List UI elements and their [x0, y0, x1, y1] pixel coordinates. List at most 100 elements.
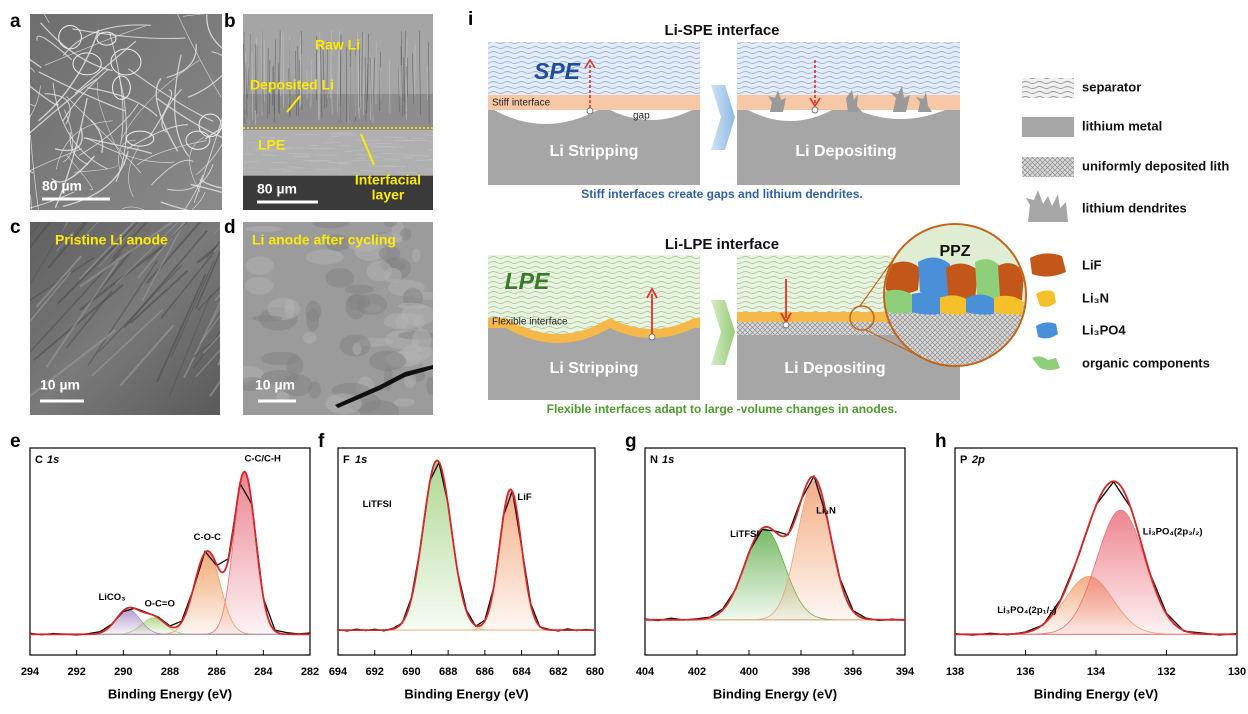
legend-label: lithium dendrites — [1082, 200, 1187, 215]
li3po4-grain — [912, 293, 942, 315]
grain — [325, 268, 354, 288]
panel-letter: c — [10, 217, 21, 238]
x-tick-label: 130 — [1228, 666, 1246, 678]
grain — [395, 314, 408, 328]
scale-bar-label: 10 µm — [255, 377, 295, 393]
x-tick-label: 396 — [844, 666, 862, 678]
x-tick-label: 404 — [636, 666, 655, 678]
grain — [252, 315, 283, 321]
separator — [737, 42, 960, 96]
li-ion — [587, 108, 593, 114]
scale-bar-label: 80 µm — [42, 178, 82, 194]
orbital-label: 2p — [971, 454, 985, 466]
fit-peak — [338, 461, 595, 631]
legend-label: LiF — [1082, 257, 1102, 272]
figure: a b c d 80 µm Raw Li Deposited Li LPE In… — [0, 0, 1248, 714]
sem-label: Deposited Li — [250, 77, 334, 93]
gap-label: gap — [633, 111, 650, 122]
grain — [246, 256, 274, 275]
panel-letter: b — [224, 11, 236, 32]
fiber — [0, 59, 35, 72]
grain — [303, 332, 317, 344]
grain — [245, 277, 274, 295]
x-tick-label: 292 — [67, 666, 85, 678]
organic-grain — [975, 259, 1002, 300]
legend-swatch — [1022, 157, 1074, 177]
legend-swatch — [1022, 78, 1074, 98]
legend-swatch — [1026, 190, 1068, 222]
x-tick-label: 692 — [366, 666, 384, 678]
legend-swatch — [1036, 322, 1058, 338]
grain — [384, 366, 393, 391]
peak-label: C-O-C — [194, 532, 222, 543]
peak-label: Li₃PO₄(2p₃/₂) — [1143, 527, 1203, 538]
grain — [384, 219, 397, 226]
legend-swatch — [1030, 253, 1066, 276]
section-title: Li-SPE interface — [664, 22, 779, 39]
x-tick-label: 288 — [161, 666, 179, 678]
x-tick-label: 282 — [301, 666, 319, 678]
x-tick-label: 132 — [1157, 666, 1175, 678]
interface-label: Flexible interface — [492, 317, 568, 328]
grain — [356, 294, 387, 315]
grain — [313, 219, 349, 228]
li3po4-grain — [918, 257, 950, 297]
x-tick-label: 686 — [476, 666, 494, 678]
grain — [353, 343, 362, 355]
schematic: i Li-SPE interface SPE Stiff interface g… — [468, 9, 1229, 416]
grain — [379, 246, 401, 260]
grain — [412, 329, 431, 352]
orbital-label: 1s — [662, 454, 674, 466]
li3po4-grain — [966, 294, 996, 314]
grain — [384, 268, 402, 283]
electrolyte-label: LPE — [505, 268, 550, 294]
peak-label: Li₃N — [816, 506, 836, 517]
grain — [412, 249, 421, 263]
li-ion — [649, 334, 655, 340]
streak — [431, 142, 456, 143]
element-label: F — [343, 454, 350, 466]
x-tick-label: 394 — [896, 666, 915, 678]
x-tick-label: 284 — [254, 666, 273, 678]
chevron — [711, 300, 735, 365]
orbital-label: 1s — [355, 454, 367, 466]
caption: Stiff interfaces create gaps and lithium… — [581, 187, 862, 201]
grain — [345, 285, 374, 294]
x-tick-label: 690 — [402, 666, 420, 678]
peak-label: O-C=O — [144, 598, 174, 609]
legend-label: Li₃N — [1082, 290, 1109, 305]
peak-label: LiTFSI — [730, 529, 759, 540]
fit-envelope — [338, 461, 595, 631]
li-ion — [812, 107, 818, 113]
legend-label: lithium metal — [1082, 118, 1162, 133]
x-tick-label: 134 — [1087, 666, 1106, 678]
x-axis-label: Binding Energy (eV) — [108, 686, 232, 701]
zone-label: PPZ — [939, 243, 970, 260]
peak-label: LiTFSI — [363, 499, 392, 510]
peak-label: Li₃PO₄(2p₁/₂) — [997, 605, 1056, 616]
element-label: N — [650, 454, 658, 466]
scale-bar-label: 10 µm — [40, 377, 80, 393]
x-tick-label: 682 — [549, 666, 567, 678]
organic-grain — [884, 290, 914, 314]
x-tick-label: 694 — [329, 666, 348, 678]
grain — [306, 308, 319, 331]
x-axis-label: Binding Energy (eV) — [713, 686, 837, 701]
x-tick-label: 286 — [207, 666, 225, 678]
panel-letter: f — [318, 431, 325, 452]
x-tick-label: 688 — [439, 666, 457, 678]
process-label: Li Depositing — [784, 360, 885, 377]
peak-label: LiF — [517, 492, 531, 503]
grain — [394, 398, 415, 406]
sem-label: layer — [372, 187, 405, 203]
process-label: Li Stripping — [550, 143, 639, 160]
peak-label: LiCO₃ — [98, 592, 125, 603]
x-axis-label: Binding Energy (eV) — [1034, 686, 1158, 701]
panel-letter: i — [468, 9, 473, 30]
element-label: C — [35, 454, 43, 466]
scale-bar-label: 80 µm — [257, 181, 297, 197]
panel-letter: g — [625, 431, 637, 452]
panel-letter: a — [10, 11, 21, 32]
